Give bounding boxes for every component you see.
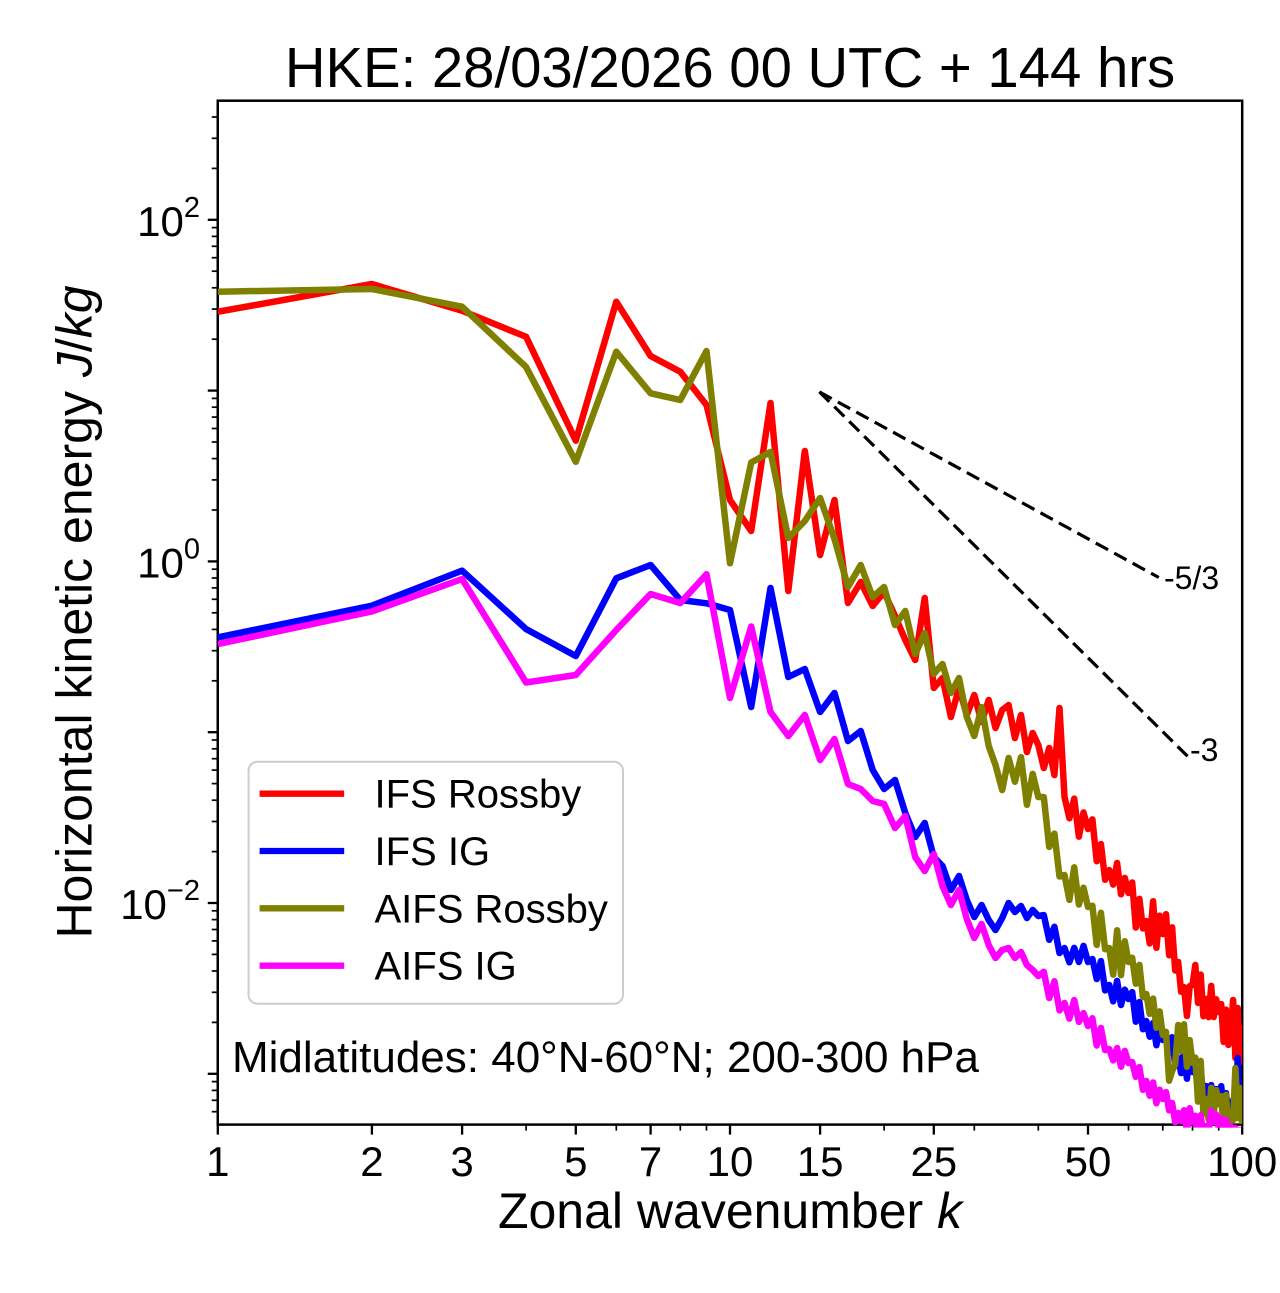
svg-text:7: 7 [639,1138,662,1185]
svg-text:5: 5 [564,1138,587,1185]
svg-text:50: 50 [1065,1138,1112,1185]
svg-text:Horizontal kinetic energy J/kg: Horizontal kinetic energy J/kg [47,285,103,938]
svg-text:100: 100 [1207,1138,1277,1185]
svg-text:Midlatitudes: 40°N-60°N; 200-3: Midlatitudes: 40°N-60°N; 200-300 hPa [232,1033,979,1082]
svg-text:AIFS IG: AIFS IG [375,945,517,989]
svg-text:15: 15 [797,1138,844,1185]
svg-text:1: 1 [206,1138,229,1185]
svg-text:3: 3 [450,1138,473,1185]
svg-text:IFS Rossby: IFS Rossby [375,773,582,817]
svg-text:25: 25 [910,1138,957,1185]
svg-text:Zonal wavenumber k: Zonal wavenumber k [498,1183,965,1239]
svg-text:2: 2 [360,1138,383,1185]
svg-text:-3: -3 [1190,732,1218,768]
svg-text:-5/3: -5/3 [1164,560,1219,596]
svg-text:IFS IG: IFS IG [375,830,491,874]
svg-text:AIFS Rossby: AIFS Rossby [375,887,608,931]
svg-text:HKE: 28/03/2026 00 UTC + 144 h: HKE: 28/03/2026 00 UTC + 144 hrs [285,36,1175,99]
svg-text:10: 10 [707,1138,754,1185]
